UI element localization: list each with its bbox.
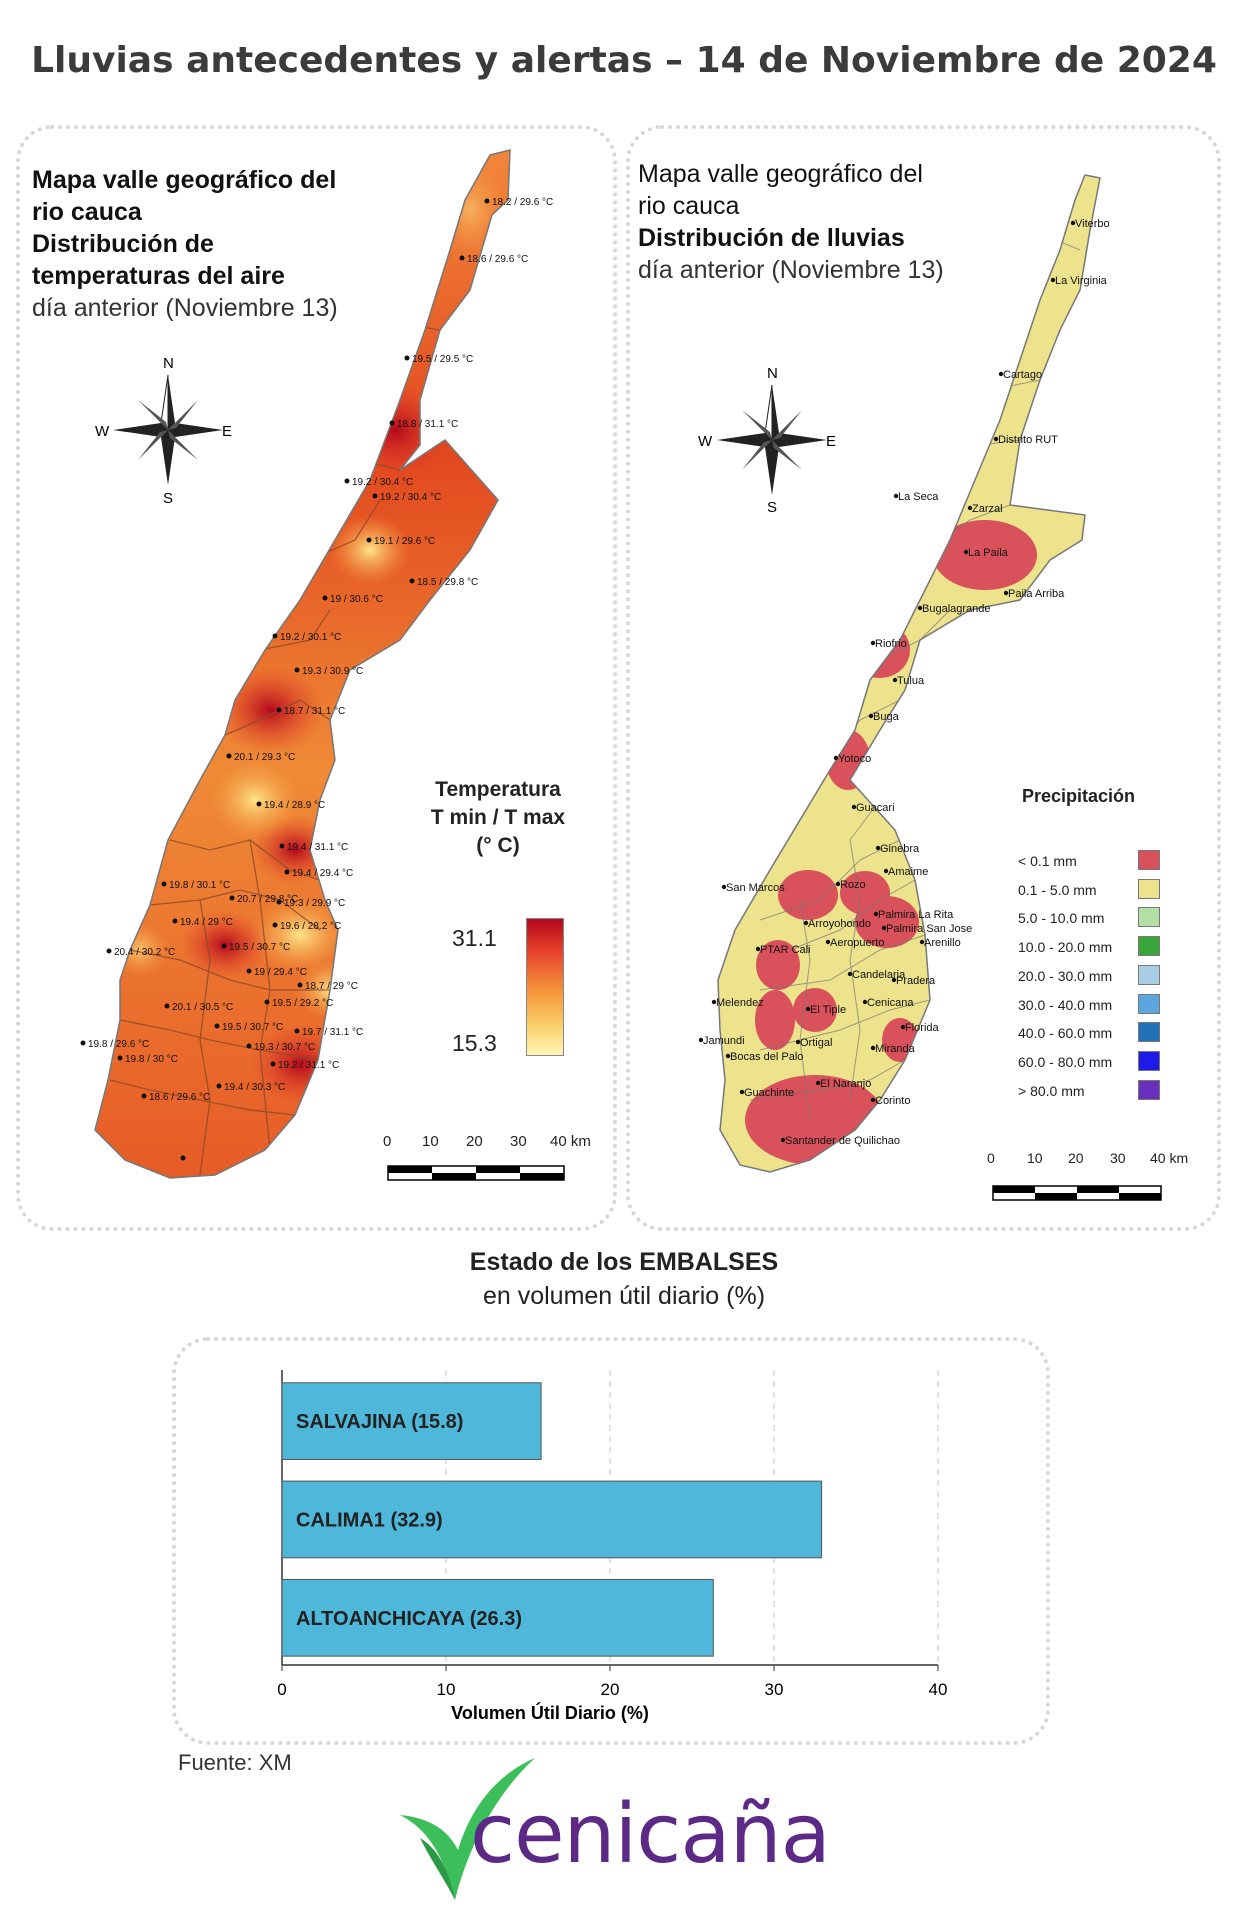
precip-legend-row: 40.0 - 60.0 mm <box>1018 1022 1160 1044</box>
precipitation-map-heading: Mapa valle geográfico del rio cauca Dist… <box>638 158 944 286</box>
precip-legend-row: > 80.0 mm <box>1018 1079 1160 1102</box>
precip-legend-swatch <box>1138 993 1160 1014</box>
precip-legend-label: < 0.1 mm <box>1018 853 1077 869</box>
heading-line: Distribución de <box>32 230 214 258</box>
precip-legend-swatch <box>1138 1079 1160 1100</box>
legend-line: Temperatura <box>435 778 561 801</box>
precip-legend-row: 10.0 - 20.0 mm <box>1018 936 1160 958</box>
precip-legend-label: 0.1 - 5.0 mm <box>1018 881 1097 898</box>
temperature-gradient-bar <box>526 918 564 1056</box>
embalses-title: Estado de los EMBALSES en volumen útil d… <box>0 1245 1248 1313</box>
legend-max-value: 31.1 <box>452 925 497 951</box>
precip-legend-swatch <box>1138 1022 1160 1043</box>
precip-legend-label: 5.0 - 10.0 mm <box>1018 910 1105 927</box>
temperature-map-panel <box>16 125 617 1231</box>
scale-label: 20 <box>466 1133 483 1150</box>
heading-date: día anterior (Noviembre 13) <box>638 256 944 284</box>
precip-legend-swatch <box>1138 907 1160 928</box>
scale-label: 0 <box>987 1150 995 1166</box>
precip-legend-swatch <box>1138 1050 1160 1071</box>
heading-line: Mapa valle geográfico del <box>638 160 923 188</box>
precip-legend-label: 30.0 - 40.0 mm <box>1018 996 1113 1013</box>
precipitation-legend-title: Precipitación <box>1022 786 1136 806</box>
scale-label: 30 <box>1110 1150 1126 1166</box>
legend-line: T min / T max <box>430 806 566 829</box>
temperature-map-heading: Mapa valle geográfico del rio cauca Dist… <box>32 164 338 324</box>
heading-line: rio cauca <box>32 198 142 226</box>
temperature-legend-title: Temperatura T min / T max (° C) <box>418 776 578 860</box>
embalses-title-normal: en volumen útil diario (%) <box>482 1282 766 1310</box>
precip-legend-row: 20.0 - 30.0 mm <box>1018 964 1160 987</box>
scale-label: 40 km <box>550 1133 591 1150</box>
source-note: Fuente: XM <box>178 1750 292 1775</box>
heading-line: temperaturas del aire <box>32 262 285 290</box>
precip-legend-row: 30.0 - 40.0 mm <box>1018 993 1160 1016</box>
scale-label: 30 <box>510 1133 527 1150</box>
scale-label: 10 <box>422 1133 439 1150</box>
precip-legend-label: 60.0 - 80.0 mm <box>1018 1053 1113 1070</box>
precip-legend-row: 60.0 - 80.0 mm <box>1018 1050 1160 1073</box>
precip-legend-swatch <box>1138 964 1160 985</box>
embalses-title-bold: Estado de los EMBALSES <box>469 1248 779 1276</box>
embalses-chart-panel <box>172 1337 1050 1745</box>
legend-line: (° C) <box>476 834 520 857</box>
precip-legend-label: 40.0 - 60.0 mm <box>1018 1025 1113 1042</box>
scale-label: 40 km <box>1150 1150 1189 1166</box>
precipitation-map-panel <box>626 125 1221 1231</box>
scale-label: 0 <box>383 1133 392 1150</box>
precip-legend-label: > 80.0 mm <box>1018 1082 1085 1099</box>
legend-min-value: 15.3 <box>452 1030 497 1056</box>
precip-legend-label: 10.0 - 20.0 mm <box>1018 939 1113 956</box>
scale-label: 10 <box>1027 1150 1043 1166</box>
heading-line: rio cauca <box>638 192 740 220</box>
scale-label: 20 <box>1068 1150 1084 1166</box>
heading-line: Distribución de lluvias <box>638 224 905 252</box>
precip-legend-row: < 0.1 mm <box>1018 850 1160 872</box>
page-title: Lluvias antecedentes y alertas – 14 de N… <box>31 40 1217 81</box>
precip-legend-label: 20.0 - 30.0 mm <box>1018 967 1113 984</box>
heading-line: Mapa valle geográfico del <box>32 166 337 194</box>
heading-date: día anterior (Noviembre 13) <box>32 294 338 322</box>
precip-legend-swatch <box>1138 936 1160 957</box>
precip-legend-swatch <box>1138 878 1160 899</box>
precip-legend-row: 0.1 - 5.0 mm <box>1018 878 1160 901</box>
precip-legend-swatch <box>1138 850 1160 870</box>
precip-legend-row: 5.0 - 10.0 mm <box>1018 907 1160 929</box>
cenicana-logo-text: cenicaña <box>470 1787 831 1882</box>
